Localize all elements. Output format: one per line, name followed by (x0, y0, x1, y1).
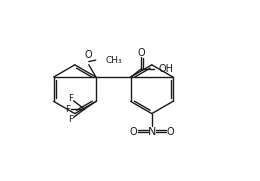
Text: F: F (68, 115, 73, 124)
Text: O: O (167, 127, 174, 136)
Text: O: O (85, 50, 93, 60)
Text: CH₃: CH₃ (106, 56, 122, 65)
Text: O: O (138, 49, 145, 58)
Text: O: O (129, 127, 137, 136)
Text: F: F (68, 94, 73, 103)
Text: N: N (148, 127, 156, 136)
Text: OH: OH (158, 64, 173, 74)
Text: F: F (65, 105, 70, 114)
